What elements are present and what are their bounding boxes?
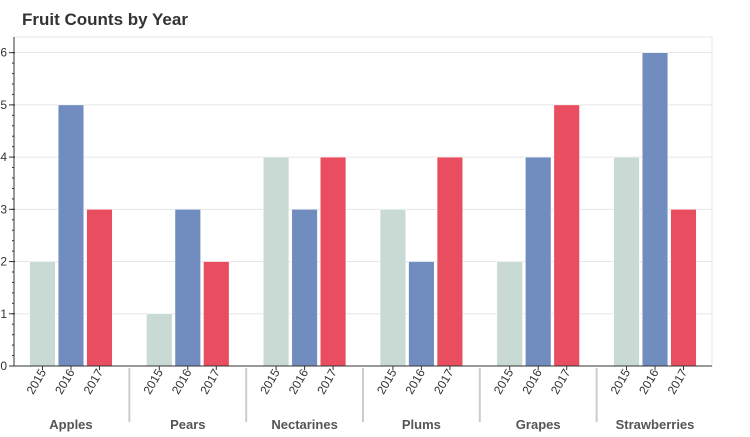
y-tick-label: 2 <box>0 255 7 269</box>
y-tick-label: 0 <box>0 359 7 373</box>
bar-pears-2017 <box>203 261 230 367</box>
bar-nectarines-2015 <box>263 156 290 367</box>
bar-plums-2015 <box>379 209 406 367</box>
x-subtick-label: 2015 <box>140 366 166 396</box>
y-tick-label: 6 <box>0 46 7 60</box>
y-tick-label: 4 <box>0 150 7 164</box>
x-subtick-label: 2015 <box>24 366 50 396</box>
x-subtick-label: 2017 <box>548 366 574 396</box>
x-group-label: Plums <box>402 417 441 432</box>
y-tick-label: 5 <box>0 98 7 112</box>
x-subtick-label: 2015 <box>374 366 400 396</box>
x-subtick-label: 2017 <box>197 366 223 396</box>
x-subtick-label: 2016 <box>286 366 312 396</box>
x-group-label: Strawberries <box>616 417 695 432</box>
bar-grapes-2015 <box>496 261 523 367</box>
bars <box>29 52 697 367</box>
x-subtick-label: 2015 <box>257 366 283 396</box>
bar-apples-2015 <box>29 261 56 367</box>
plot-area <box>13 36 713 367</box>
bar-nectarines-2016 <box>291 209 318 367</box>
bar-plums-2017 <box>436 156 463 367</box>
plot-frame <box>13 36 713 367</box>
x-subtick-label: 2017 <box>314 366 340 396</box>
bar-strawberries-2016 <box>641 52 669 367</box>
y-tick-label: 1 <box>0 307 7 321</box>
bar-grapes-2017 <box>553 104 580 367</box>
gridlines <box>14 52 712 315</box>
axes <box>9 37 712 422</box>
bar-grapes-2016 <box>525 156 552 367</box>
x-subtick-label: 2015 <box>491 366 517 396</box>
x-subtick-label: 2016 <box>403 366 429 396</box>
x-subtick-label: 2016 <box>636 366 662 396</box>
chart-title: Fruit Counts by Year <box>22 10 188 29</box>
x-subtick-label: 2016 <box>52 366 78 396</box>
x-group-label: Grapes <box>516 417 561 432</box>
x-group-label: Apples <box>49 417 92 432</box>
x-group-label: Pears <box>170 417 205 432</box>
bar-pears-2015 <box>146 313 173 367</box>
bar-apples-2017 <box>86 209 113 367</box>
x-group-label: Nectarines <box>271 417 337 432</box>
bar-apples-2016 <box>57 104 85 367</box>
y-tick-label: 3 <box>0 202 7 216</box>
bar-plums-2016 <box>408 261 435 367</box>
bar-nectarines-2017 <box>320 156 347 367</box>
x-subtick-label: 2015 <box>608 366 634 396</box>
bar-pears-2016 <box>174 209 201 367</box>
bar-strawberries-2015 <box>613 156 640 367</box>
x-subtick-label: 2016 <box>169 366 195 396</box>
x-subtick-label: 2017 <box>431 366 457 396</box>
bar-strawberries-2017 <box>670 209 697 367</box>
x-subtick-label: 2016 <box>519 366 545 396</box>
x-subtick-label: 2017 <box>665 366 691 396</box>
x-subtick-label: 2017 <box>81 366 107 396</box>
